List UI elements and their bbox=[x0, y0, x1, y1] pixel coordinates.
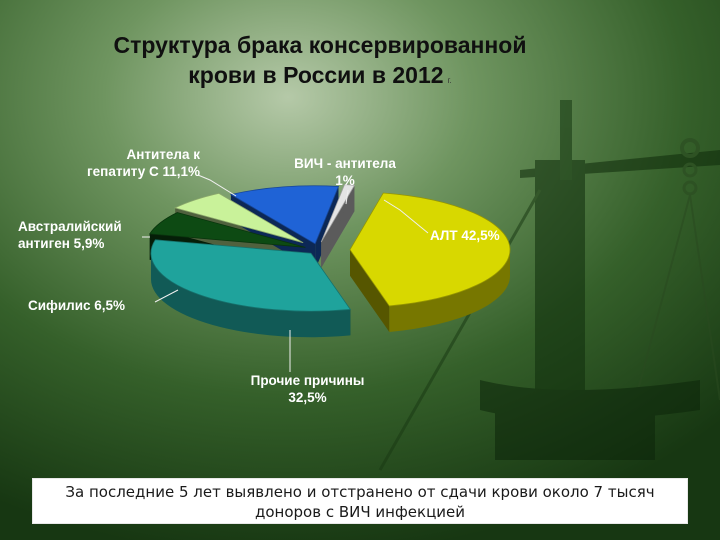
leader-lines bbox=[142, 174, 429, 372]
slice-top-hcv bbox=[229, 185, 340, 245]
chart-title-line-1: Структура брака консервированной bbox=[113, 32, 527, 58]
slice-side-alt bbox=[389, 249, 510, 332]
label-hcv: Антитела к гепатиту С 11,1% bbox=[40, 146, 200, 180]
label-hiv-line-2: 1% bbox=[335, 173, 355, 188]
title-text: крови в России в 2012 bbox=[188, 62, 444, 88]
title-suffix: г. bbox=[447, 76, 452, 85]
label-hcv-line-2: гепатиту С 11,1% bbox=[87, 164, 200, 179]
label-hcv-line-1: Антитела к bbox=[126, 147, 200, 162]
chart-title-line-2: крови в России в 2012 г. bbox=[60, 60, 580, 96]
label-aus: Австралийский антиген 5,9% bbox=[18, 218, 143, 252]
slice-top-aus bbox=[174, 192, 304, 244]
slice-side-other bbox=[150, 253, 351, 338]
label-other: Прочие причины 32,5% bbox=[220, 372, 395, 406]
label-aus-line-2: антиген 5,9% bbox=[18, 236, 105, 251]
slice-top-alt bbox=[349, 192, 511, 307]
leader-line-hcv bbox=[197, 174, 237, 197]
label-hiv-line-1: ВИЧ - антитела bbox=[294, 156, 396, 171]
slice-top-hiv bbox=[320, 184, 356, 243]
slice-top-syph bbox=[148, 212, 306, 248]
label-alt: АЛТ 42,5% bbox=[430, 227, 500, 244]
label-syph: Сифилис 6,5% bbox=[28, 297, 125, 314]
label-other-line-2: 32,5% bbox=[288, 390, 327, 405]
scales-decoration bbox=[378, 100, 720, 471]
label-other-line-1: Прочие причины bbox=[250, 373, 365, 388]
label-aus-line-1: Австралийский bbox=[18, 219, 122, 234]
slice-top-other bbox=[150, 239, 352, 312]
leader-line-hiv bbox=[345, 189, 349, 205]
note-box: За последние 5 лет выявлено и отстранено… bbox=[32, 478, 688, 524]
leader-line-syph bbox=[154, 289, 179, 303]
pie-tops bbox=[148, 184, 511, 312]
label-alt-line-1: АЛТ 42,5% bbox=[430, 228, 500, 243]
label-hiv: ВИЧ - антитела 1% bbox=[280, 155, 410, 189]
leader-line-alt bbox=[383, 199, 429, 234]
label-syph-line-1: Сифилис 6,5% bbox=[28, 298, 126, 313]
slice-wall-alt-1 bbox=[349, 249, 390, 332]
